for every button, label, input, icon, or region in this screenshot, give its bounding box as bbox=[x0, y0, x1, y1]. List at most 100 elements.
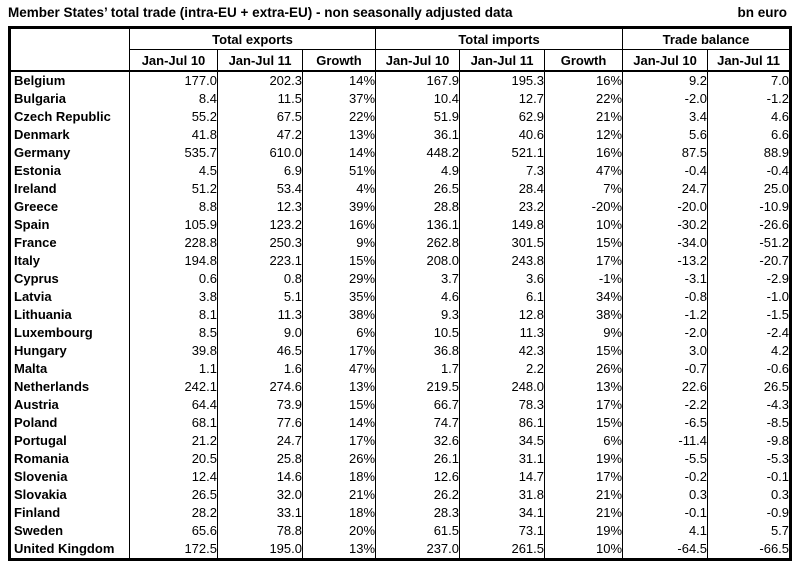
value-cell: -51.2 bbox=[707, 234, 792, 252]
value-cell: 25.0 bbox=[707, 180, 792, 198]
country-cell: Greece bbox=[9, 198, 130, 216]
value-cell: 86.1 bbox=[459, 414, 546, 432]
value-cell: 4.6 bbox=[707, 108, 792, 126]
value-cell: -11.4 bbox=[622, 432, 709, 450]
value-cell: 610.0 bbox=[217, 144, 303, 162]
value-cell: 149.8 bbox=[459, 216, 546, 234]
table-row: Italy 194.8 223.1 15% 208.0 243.8 17% -13.2 -20.… bbox=[9, 252, 792, 270]
value-cell: 64.4 bbox=[129, 396, 218, 414]
country-cell: Ireland bbox=[9, 180, 130, 198]
table-row: Denmark 41.8 47.2 13% 36.1 40.6 12% 5.6 6.6 bbox=[9, 126, 792, 144]
value-cell: 10.4 bbox=[375, 90, 461, 108]
value-cell: -2.0 bbox=[622, 324, 709, 342]
value-cell: 301.5 bbox=[459, 234, 546, 252]
value-cell: 17% bbox=[544, 252, 624, 270]
value-cell: -20.7 bbox=[707, 252, 792, 270]
value-cell: 12.4 bbox=[129, 468, 218, 486]
country-cell: Belgium bbox=[9, 71, 130, 90]
value-cell: 36.8 bbox=[375, 342, 461, 360]
value-cell: 123.2 bbox=[217, 216, 303, 234]
table-row: Portugal 21.2 24.7 17% 32.6 34.5 6% -11.4 -9.8 bbox=[9, 432, 792, 450]
value-cell: 1.7 bbox=[375, 360, 461, 378]
country-cell: Czech Republic bbox=[9, 108, 130, 126]
value-cell: 177.0 bbox=[129, 71, 218, 90]
value-cell: 32.0 bbox=[217, 486, 303, 504]
unit-label: bn euro bbox=[737, 5, 788, 20]
value-cell: -26.6 bbox=[707, 216, 792, 234]
value-cell: 38% bbox=[301, 306, 377, 324]
value-cell: 26.5 bbox=[707, 378, 792, 396]
value-cell: -0.7 bbox=[622, 360, 709, 378]
value-cell: 10% bbox=[544, 540, 624, 560]
value-cell: 51.2 bbox=[129, 180, 218, 198]
value-cell: 38% bbox=[544, 306, 624, 324]
value-cell: 31.1 bbox=[459, 450, 546, 468]
value-cell: 17% bbox=[301, 342, 377, 360]
value-cell: 21.2 bbox=[129, 432, 218, 450]
value-cell: 26.5 bbox=[375, 180, 461, 198]
value-cell: 5.7 bbox=[707, 522, 792, 540]
table-row: Sweden 65.6 78.8 20% 61.5 73.1 19% 4.1 5.7 bbox=[9, 522, 792, 540]
value-cell: 12% bbox=[544, 126, 624, 144]
group-header-total-exports: Total exports bbox=[128, 27, 377, 50]
country-cell: Austria bbox=[9, 396, 130, 414]
value-cell: 521.1 bbox=[459, 144, 546, 162]
value-cell: -0.4 bbox=[707, 162, 792, 180]
corner-cell bbox=[9, 27, 130, 72]
value-cell: -66.5 bbox=[707, 540, 792, 560]
country-cell: Germany bbox=[9, 144, 130, 162]
col-header-balance-janjul11: Jan-Jul 11 bbox=[707, 49, 792, 72]
value-cell: 9.2 bbox=[622, 71, 709, 90]
value-cell: 20.5 bbox=[129, 450, 218, 468]
value-cell: -5.5 bbox=[622, 450, 709, 468]
value-cell: 13% bbox=[301, 378, 377, 396]
value-cell: 195.3 bbox=[459, 71, 546, 90]
table-row: Bulgaria 8.4 11.5 37% 10.4 12.7 22% -2.0 -1.2 bbox=[9, 90, 792, 108]
page-title: Member States’ total trade (intra-EU + e… bbox=[8, 5, 513, 20]
country-cell: Slovenia bbox=[9, 468, 130, 486]
value-cell: 28.4 bbox=[459, 180, 546, 198]
title-bar: Member States’ total trade (intra-EU + e… bbox=[0, 0, 795, 26]
table-row: Germany 535.7 610.0 14% 448.2 521.1 16% 87.5 88.… bbox=[9, 144, 792, 162]
value-cell: 24.7 bbox=[622, 180, 709, 198]
table-row: Poland 68.1 77.6 14% 74.7 86.1 15% -6.5 -8.5 bbox=[9, 414, 792, 432]
value-cell: 11.3 bbox=[217, 306, 303, 324]
value-cell: 36.1 bbox=[375, 126, 461, 144]
value-cell: 77.6 bbox=[217, 414, 303, 432]
value-cell: -20.0 bbox=[622, 198, 709, 216]
value-cell: -1.5 bbox=[707, 306, 792, 324]
value-cell: -3.1 bbox=[622, 270, 709, 288]
value-cell: 13% bbox=[301, 126, 377, 144]
col-header-exports-janjul10: Jan-Jul 10 bbox=[129, 49, 218, 72]
table-row: Czech Republic 55.2 67.5 22% 51.9 62.9 21% 3.4 4… bbox=[9, 108, 792, 126]
value-cell: 243.8 bbox=[459, 252, 546, 270]
value-cell: 73.1 bbox=[459, 522, 546, 540]
country-cell: Romania bbox=[9, 450, 130, 468]
country-cell: United Kingdom bbox=[9, 540, 130, 560]
table-body: Belgium 177.0 202.3 14% 167.9 195.3 16% 9.2 7.0 B… bbox=[9, 71, 792, 560]
table-row: Greece 8.8 12.3 39% 28.8 23.2 -20% -20.0 -10.9 bbox=[9, 198, 792, 216]
value-cell: 18% bbox=[301, 468, 377, 486]
value-cell: -0.8 bbox=[622, 288, 709, 306]
value-cell: 29% bbox=[301, 270, 377, 288]
table-row: Romania 20.5 25.8 26% 26.1 31.1 19% -5.5 -5.3 bbox=[9, 450, 792, 468]
col-header-exports-growth: Growth bbox=[301, 49, 377, 72]
value-cell: 274.6 bbox=[217, 378, 303, 396]
country-cell: Netherlands bbox=[9, 378, 130, 396]
country-cell: Spain bbox=[9, 216, 130, 234]
value-cell: 34% bbox=[544, 288, 624, 306]
value-cell: 16% bbox=[544, 144, 624, 162]
value-cell: 6.1 bbox=[459, 288, 546, 306]
table-row: Ireland 51.2 53.4 4% 26.5 28.4 7% 24.7 25.0 bbox=[9, 180, 792, 198]
table-row: Austria 64.4 73.9 15% 66.7 78.3 17% -2.2 -4.3 bbox=[9, 396, 792, 414]
value-cell: 2.2 bbox=[459, 360, 546, 378]
value-cell: 22.6 bbox=[622, 378, 709, 396]
value-cell: 14.7 bbox=[459, 468, 546, 486]
table-row: Spain 105.9 123.2 16% 136.1 149.8 10% -30.2 -26.… bbox=[9, 216, 792, 234]
value-cell: 13% bbox=[544, 378, 624, 396]
value-cell: 24.7 bbox=[217, 432, 303, 450]
value-cell: 26.5 bbox=[129, 486, 218, 504]
country-cell: Cyprus bbox=[9, 270, 130, 288]
value-cell: 9% bbox=[301, 234, 377, 252]
